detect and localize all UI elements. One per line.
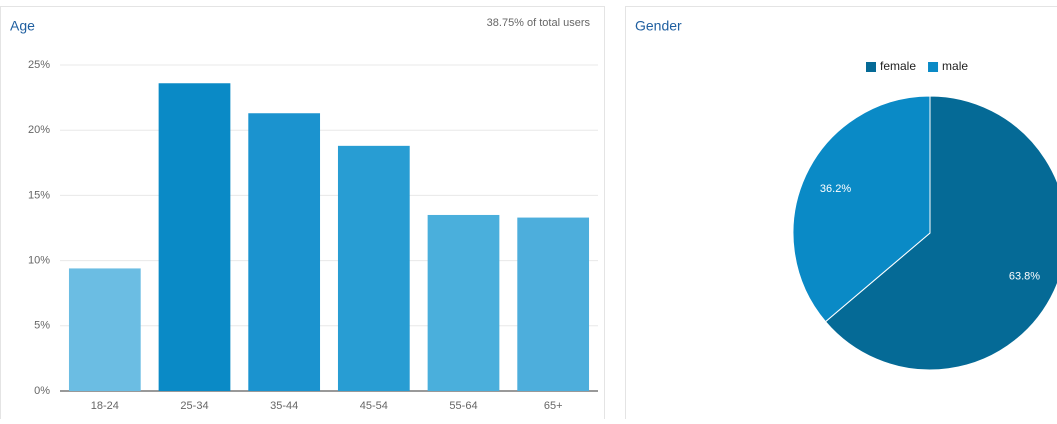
slice-label: 63.8% (1009, 271, 1040, 283)
legend-label: female (880, 59, 916, 73)
age-title: Age (10, 18, 35, 34)
y-tick-label: 5% (34, 320, 50, 332)
x-tick-label: 18-24 (91, 400, 119, 412)
bar (248, 113, 320, 391)
legend-swatch (928, 62, 938, 72)
bar (159, 83, 231, 391)
bar (428, 215, 500, 391)
x-tick-label: 35-44 (270, 400, 298, 412)
slice-label: 36.2% (820, 183, 851, 195)
y-tick-label: 15% (28, 189, 50, 201)
y-tick-label: 25% (28, 59, 50, 71)
bar (517, 218, 589, 391)
legend-label: male (942, 59, 968, 73)
age-subtitle: 38.75% of total users (487, 17, 591, 29)
x-tick-label: 25-34 (180, 400, 208, 412)
bar (338, 146, 410, 391)
x-tick-label: 55-64 (449, 400, 477, 412)
gender-title: Gender (635, 18, 682, 34)
y-tick-label: 20% (28, 124, 50, 136)
bar (69, 268, 141, 391)
y-tick-label: 0% (34, 385, 50, 397)
x-tick-label: 45-54 (360, 400, 388, 412)
legend-swatch (866, 62, 876, 72)
y-tick-label: 10% (28, 255, 50, 267)
x-tick-label: 65+ (544, 400, 563, 412)
